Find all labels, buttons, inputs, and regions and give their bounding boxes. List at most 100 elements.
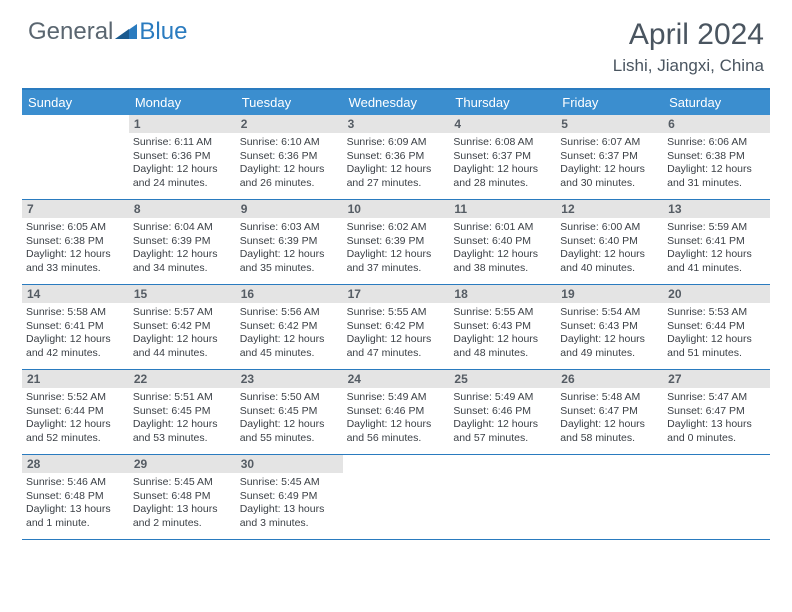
day-info: Sunrise: 6:10 AMSunset: 6:36 PMDaylight:… [240,136,339,191]
calendar-cell: 4Sunrise: 6:08 AMSunset: 6:37 PMDaylight… [449,115,556,199]
date-number: 22 [129,370,236,388]
date-number: 27 [663,370,770,388]
calendar-cell: 30Sunrise: 5:45 AMSunset: 6:49 PMDayligh… [236,455,343,539]
date-number: 20 [663,285,770,303]
date-number: 7 [22,200,129,218]
calendar-cell [343,455,450,539]
calendar-cell: 5Sunrise: 6:07 AMSunset: 6:37 PMDaylight… [556,115,663,199]
day-info: Sunrise: 6:03 AMSunset: 6:39 PMDaylight:… [240,221,339,276]
day-info: Sunrise: 5:49 AMSunset: 6:46 PMDaylight:… [347,391,446,446]
day-info: Sunrise: 6:02 AMSunset: 6:39 PMDaylight:… [347,221,446,276]
day-info: Sunrise: 6:08 AMSunset: 6:37 PMDaylight:… [453,136,552,191]
date-number: 23 [236,370,343,388]
day-info: Sunrise: 5:48 AMSunset: 6:47 PMDaylight:… [560,391,659,446]
calendar-cell [22,115,129,199]
date-number: 2 [236,115,343,133]
day-header: Tuesday [236,90,343,115]
date-number: 9 [236,200,343,218]
week-row: 14 Sunrise: 5:58 AMSunset: 6:41 PMDayligh… [22,285,770,370]
calendar-cell: 6 Sunrise: 6:06 AMSunset: 6:38 PMDaylight… [663,115,770,199]
calendar-cell: 7Sunrise: 6:05 AMSunset: 6:38 PMDaylight… [22,200,129,284]
calendar-cell: 10 Sunrise: 6:02 AMSunset: 6:39 PMDayligh… [343,200,450,284]
day-info: Sunrise: 5:45 AMSunset: 6:48 PMDaylight:… [133,476,232,531]
day-header: Saturday [663,90,770,115]
week-row: 1 Sunrise: 6:11 AMSunset: 6:36 PMDaylight… [22,115,770,200]
date-number: 15 [129,285,236,303]
date-number: 29 [129,455,236,473]
day-info: Sunrise: 5:58 AMSunset: 6:41 PMDaylight:… [26,306,125,361]
day-info: Sunrise: 5:49 AMSunset: 6:46 PMDaylight:… [453,391,552,446]
day-info: Sunrise: 6:04 AMSunset: 6:39 PMDaylight:… [133,221,232,276]
date-number: 12 [556,200,663,218]
calendar-cell: 8Sunrise: 6:04 AMSunset: 6:39 PMDaylight… [129,200,236,284]
logo-text-2: Blue [139,18,187,46]
day-info: Sunrise: 5:50 AMSunset: 6:45 PMDaylight:… [240,391,339,446]
calendar-cell: 3 Sunrise: 6:09 AMSunset: 6:36 PMDaylight… [343,115,450,199]
logo: General Blue [28,18,187,46]
date-number: 11 [449,200,556,218]
day-info: Sunrise: 5:57 AMSunset: 6:42 PMDaylight:… [133,306,232,361]
date-number: 16 [236,285,343,303]
calendar: SundayMondayTuesdayWednesdayThursdayFrid… [22,88,770,540]
triangle-icon [115,18,137,46]
day-info: Sunrise: 5:55 AMSunset: 6:42 PMDaylight:… [347,306,446,361]
calendar-cell: 27 Sunrise: 5:47 AMSunset: 6:47 PMDayligh… [663,370,770,454]
logo-text-1: General [28,18,113,46]
day-info: Sunrise: 6:09 AMSunset: 6:36 PMDaylight:… [347,136,446,191]
date-number: 28 [22,455,129,473]
week-row: 21 Sunrise: 5:52 AMSunset: 6:44 PMDayligh… [22,370,770,455]
date-number: 21 [22,370,129,388]
day-info: Sunrise: 6:01 AMSunset: 6:40 PMDaylight:… [453,221,552,276]
day-info: Sunrise: 5:59 AMSunset: 6:41 PMDaylight:… [667,221,766,276]
header: General Blue April 2024 Lishi, Jiangxi, … [0,0,792,84]
day-header: Monday [129,90,236,115]
calendar-cell: 22 Sunrise: 5:51 AMSunset: 6:45 PMDayligh… [129,370,236,454]
calendar-cell: 1 Sunrise: 6:11 AMSunset: 6:36 PMDaylight… [129,115,236,199]
title-block: April 2024 Lishi, Jiangxi, China [613,18,764,76]
day-header: Wednesday [343,90,450,115]
day-info: Sunrise: 5:56 AMSunset: 6:42 PMDaylight:… [240,306,339,361]
calendar-cell: 23 Sunrise: 5:50 AMSunset: 6:45 PMDayligh… [236,370,343,454]
calendar-cell [556,455,663,539]
day-header: Friday [556,90,663,115]
date-number: 1 [129,115,236,133]
date-number: 14 [22,285,129,303]
date-number: 25 [449,370,556,388]
calendar-cell: 2 Sunrise: 6:10 AMSunset: 6:36 PMDaylight… [236,115,343,199]
calendar-cell: 21 Sunrise: 5:52 AMSunset: 6:44 PMDayligh… [22,370,129,454]
weeks-container: 1 Sunrise: 6:11 AMSunset: 6:36 PMDaylight… [22,115,770,540]
day-info: Sunrise: 5:52 AMSunset: 6:44 PMDaylight:… [26,391,125,446]
calendar-cell: 29 Sunrise: 5:45 AMSunset: 6:48 PMDayligh… [129,455,236,539]
calendar-cell [449,455,556,539]
day-info: Sunrise: 5:47 AMSunset: 6:47 PMDaylight:… [667,391,766,446]
date-number: 10 [343,200,450,218]
date-number: 3 [343,115,450,133]
day-info: Sunrise: 5:45 AMSunset: 6:49 PMDaylight:… [240,476,339,531]
day-info: Sunrise: 6:00 AMSunset: 6:40 PMDaylight:… [560,221,659,276]
calendar-cell: 24Sunrise: 5:49 AMSunset: 6:46 PMDayligh… [343,370,450,454]
date-number: 6 [663,115,770,133]
page-title: April 2024 [613,18,764,52]
calendar-cell: 11 Sunrise: 6:01 AMSunset: 6:40 PMDayligh… [449,200,556,284]
date-number: 13 [663,200,770,218]
day-header: Thursday [449,90,556,115]
calendar-cell: 17 Sunrise: 5:55 AMSunset: 6:42 PMDayligh… [343,285,450,369]
day-header-row: SundayMondayTuesdayWednesdayThursdayFrid… [22,90,770,115]
date-number: 17 [343,285,450,303]
day-info: Sunrise: 5:54 AMSunset: 6:43 PMDaylight:… [560,306,659,361]
date-number: 26 [556,370,663,388]
date-number: 18 [449,285,556,303]
calendar-cell: 13 Sunrise: 5:59 AMSunset: 6:41 PMDayligh… [663,200,770,284]
day-info: Sunrise: 5:51 AMSunset: 6:45 PMDaylight:… [133,391,232,446]
day-info: Sunrise: 6:11 AMSunset: 6:36 PMDaylight:… [133,136,232,191]
calendar-cell: 15 Sunrise: 5:57 AMSunset: 6:42 PMDayligh… [129,285,236,369]
day-info: Sunrise: 5:55 AMSunset: 6:43 PMDaylight:… [453,306,552,361]
date-number: 5 [556,115,663,133]
calendar-cell: 25 Sunrise: 5:49 AMSunset: 6:46 PMDayligh… [449,370,556,454]
day-info: Sunrise: 5:46 AMSunset: 6:48 PMDaylight:… [26,476,125,531]
calendar-cell: 16 Sunrise: 5:56 AMSunset: 6:42 PMDayligh… [236,285,343,369]
calendar-cell: 28 Sunrise: 5:46 AMSunset: 6:48 PMDayligh… [22,455,129,539]
day-info: Sunrise: 5:53 AMSunset: 6:44 PMDaylight:… [667,306,766,361]
calendar-cell: 20 Sunrise: 5:53 AMSunset: 6:44 PMDayligh… [663,285,770,369]
day-info: Sunrise: 6:06 AMSunset: 6:38 PMDaylight:… [667,136,766,191]
